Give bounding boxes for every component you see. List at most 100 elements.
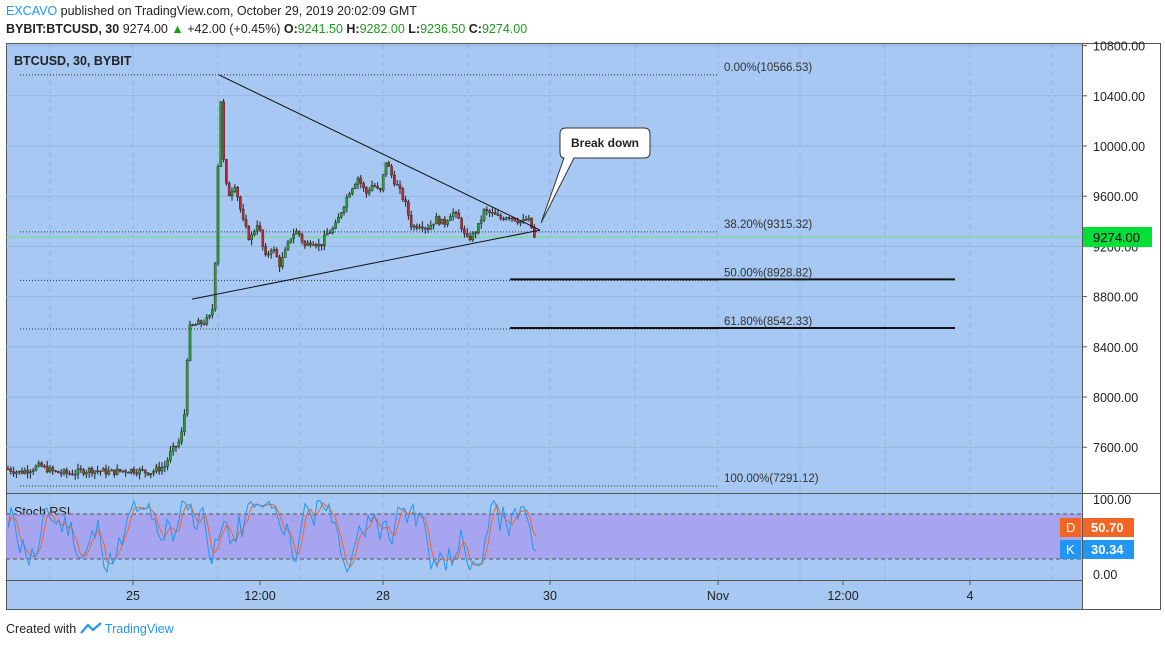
stoch-k-line bbox=[7, 499, 537, 574]
candle-body bbox=[365, 187, 368, 194]
candle-body bbox=[292, 234, 295, 240]
candle-body bbox=[353, 184, 357, 189]
candle-body bbox=[163, 466, 167, 468]
candle-body bbox=[191, 324, 195, 326]
price-axis[interactable] bbox=[1083, 43, 1161, 610]
candle-body bbox=[440, 218, 444, 225]
candle-body bbox=[230, 191, 234, 197]
candle-body bbox=[236, 187, 239, 198]
candle-body bbox=[54, 470, 57, 472]
candle-body bbox=[6, 468, 10, 471]
candle-body bbox=[300, 233, 304, 242]
candle-body bbox=[99, 470, 102, 473]
fib-level-label: 50.00%(8928.82) bbox=[724, 267, 812, 279]
candle-body bbox=[429, 225, 433, 230]
candle-body bbox=[213, 262, 217, 310]
candle-body bbox=[362, 183, 365, 188]
footer: Created with TradingView bbox=[6, 622, 174, 636]
candle-body bbox=[155, 466, 158, 472]
candle-body bbox=[379, 188, 382, 191]
candle-body bbox=[418, 226, 421, 229]
candle-body bbox=[85, 472, 88, 475]
triangle-lower-line bbox=[191, 229, 541, 300]
time-axis[interactable] bbox=[6, 580, 1082, 610]
candle-body bbox=[255, 225, 259, 232]
rsi-band bbox=[6, 514, 1082, 559]
candle-body bbox=[479, 219, 483, 224]
candle-body bbox=[272, 249, 276, 251]
tradingview-logo-icon[interactable] bbox=[79, 622, 105, 636]
candle-body bbox=[390, 166, 393, 176]
candle-body bbox=[51, 467, 55, 471]
candle-body bbox=[381, 174, 385, 191]
candle-body bbox=[202, 323, 206, 325]
candle-body bbox=[527, 217, 531, 221]
candle-body bbox=[68, 473, 71, 475]
current-price-tag: 9274.00 bbox=[1083, 227, 1152, 247]
candle-body bbox=[404, 199, 407, 203]
author-name[interactable]: EXCAVO bbox=[6, 4, 58, 18]
candle-body bbox=[376, 186, 379, 189]
candle-body bbox=[31, 470, 35, 472]
main-pane[interactable] bbox=[6, 43, 1082, 493]
candle-body bbox=[468, 235, 472, 241]
candle-body bbox=[79, 468, 83, 471]
candle-body bbox=[107, 470, 111, 475]
x-tick-label: 12:00 bbox=[244, 589, 275, 603]
candle-body bbox=[146, 472, 150, 476]
symbol-label: BYBIT:BTCUSD, 30 bbox=[6, 22, 120, 36]
candle-body bbox=[471, 232, 475, 241]
fibonacci-retracement[interactable]: 0.00%(10566.53) 38.20%(9315.32) 50.00%(892… bbox=[20, 62, 955, 487]
candle-body bbox=[499, 215, 503, 219]
fib-level-label: 100.00%(7291.12) bbox=[724, 473, 819, 485]
candle-body bbox=[149, 473, 153, 476]
x-tick-label: 25 bbox=[126, 589, 140, 603]
candle-body bbox=[121, 470, 125, 472]
last-price: 9274.00 bbox=[122, 22, 168, 36]
candle-body bbox=[166, 459, 169, 467]
candle-body bbox=[317, 244, 321, 247]
candle-body bbox=[432, 223, 435, 226]
y-tick-label: 7600.00 bbox=[1093, 441, 1138, 455]
publish-info: EXCAVO published on TradingView.com, Oct… bbox=[6, 4, 417, 18]
candle-body bbox=[180, 431, 183, 443]
candle-body bbox=[297, 231, 301, 235]
stoch-k-tag: K 30.34 bbox=[1060, 540, 1134, 559]
y-tick-label: 8400.00 bbox=[1093, 341, 1138, 355]
triangle-upper-line bbox=[218, 74, 541, 231]
candle-body bbox=[454, 212, 458, 214]
candle-body bbox=[295, 231, 298, 235]
x-tick-label: 30 bbox=[543, 589, 557, 603]
candle-body bbox=[247, 226, 251, 240]
change-arrow-icon: ▲ bbox=[171, 22, 184, 36]
candle-body bbox=[188, 324, 192, 361]
candle-body bbox=[507, 217, 511, 219]
candle-body bbox=[48, 467, 52, 473]
candle-body bbox=[325, 233, 329, 236]
candle-body bbox=[222, 101, 225, 160]
candle-body bbox=[250, 234, 253, 240]
candle-body bbox=[533, 227, 536, 238]
candle-body bbox=[351, 188, 354, 194]
high-value: 9282.00 bbox=[359, 22, 405, 36]
candle-body bbox=[34, 465, 38, 471]
candle-body bbox=[437, 216, 441, 225]
chart-title: BTCUSD, 30, BYBIT bbox=[14, 54, 132, 68]
candle-body bbox=[337, 216, 340, 224]
candle-body bbox=[104, 468, 108, 475]
candle-body bbox=[129, 468, 133, 473]
candle-body bbox=[174, 445, 178, 448]
break-down-callout[interactable]: Break down bbox=[540, 127, 651, 224]
y-tick-label: 9600.00 bbox=[1093, 190, 1138, 204]
y-tick-label: 10800.00 bbox=[1093, 40, 1145, 54]
candle-body bbox=[309, 242, 312, 246]
candle-body bbox=[510, 217, 514, 220]
candle-body bbox=[208, 315, 211, 318]
candle-body bbox=[73, 473, 77, 476]
y-tick-label: 10000.00 bbox=[1093, 140, 1145, 154]
triangle-pattern[interactable] bbox=[191, 74, 541, 300]
tradingview-link[interactable]: TradingView bbox=[104, 622, 174, 636]
candle-body bbox=[194, 324, 197, 326]
current-price-label: 9274.00 bbox=[1093, 230, 1140, 245]
